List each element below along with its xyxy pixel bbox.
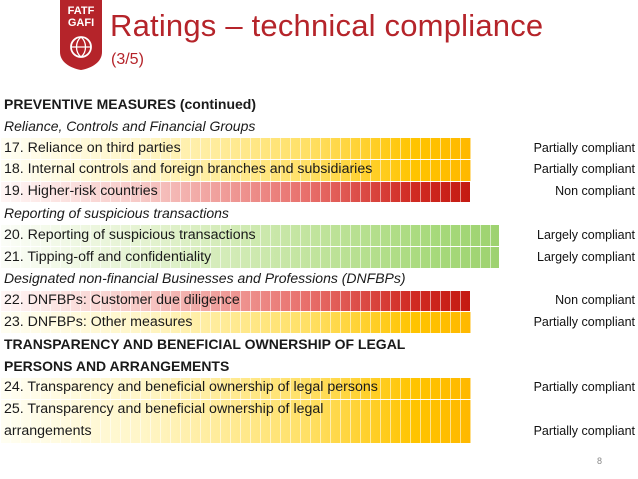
- rating-value: Largely compliant: [537, 227, 635, 242]
- rating-bar-non: [1, 290, 470, 312]
- recommendation-label: 24. Transparency and beneficial ownershi…: [4, 379, 378, 396]
- rating-row-18: 18. Internal controls and foreign branch…: [0, 159, 638, 181]
- rating-bar-largely: [1, 247, 499, 268]
- recommendation-label: 19. Higher-risk countries: [4, 183, 158, 200]
- rating-value: Non compliant: [555, 293, 635, 308]
- section-heading-transparency-1: TRANSPARENCY AND BENEFICIAL OWNERSHIP OF…: [4, 335, 406, 352]
- recommendation-label-line2: arrangements: [4, 422, 92, 439]
- recommendation-label: 17. Reliance on third parties: [4, 139, 181, 156]
- logo-text-gafi: GAFI: [68, 17, 94, 29]
- rating-row-21: 21. Tipping-off and confidentiality Larg…: [0, 247, 638, 269]
- rating-value: Partially compliant: [533, 424, 635, 439]
- rating-value: Partially compliant: [533, 162, 635, 177]
- logo-shield-icon: [60, 0, 102, 70]
- rating-row-19: 19. Higher-risk countries Non compliant: [0, 181, 638, 203]
- rating-value: Partially compliant: [533, 380, 635, 395]
- section-heading-transparency-2: PERSONS AND ARRANGEMENTS: [4, 357, 230, 374]
- rating-bar-partially: [1, 399, 471, 443]
- rating-bar-partially: [1, 159, 471, 181]
- rating-row-25: 25. Transparency and beneficial ownershi…: [0, 399, 638, 443]
- rating-row-20: 20. Reporting of suspicious transactions…: [0, 225, 638, 247]
- recommendation-label: 20. Reporting of suspicious transactions: [4, 226, 256, 243]
- recommendation-label: 22. DNFBPs: Customer due diligence: [4, 292, 240, 309]
- slide-subtitle: (3/5): [111, 51, 144, 68]
- rating-row-17: 17. Reliance on third parties Partially …: [0, 138, 638, 160]
- recommendation-label: 18. Internal controls and foreign branch…: [4, 161, 373, 178]
- rating-bar-non: [1, 181, 470, 203]
- rating-row-24: 24. Transparency and beneficial ownershi…: [0, 377, 638, 399]
- section-heading-preventive: PREVENTIVE MEASURES (continued): [4, 96, 257, 112]
- logo-text-fatf: FATF: [68, 5, 95, 17]
- subheading-reliance: Reliance, Controls and Financial Groups: [4, 117, 256, 134]
- page-number: 8: [596, 456, 602, 466]
- subheading-reporting: Reporting of suspicious transactions: [4, 204, 229, 221]
- slide-title: Ratings – technical compliance: [110, 8, 544, 43]
- rating-value: Non compliant: [555, 184, 635, 199]
- recommendation-label-line1: 25. Transparency and beneficial ownershi…: [4, 401, 324, 418]
- rating-row-22: 22. DNFBPs: Customer due diligence Non c…: [0, 290, 638, 312]
- rating-bar-partially: [1, 138, 471, 159]
- rating-value: Largely compliant: [537, 249, 635, 264]
- fatf-gafi-logo: FATF GAFI: [60, 0, 102, 70]
- rating-bar-partially: [1, 312, 471, 334]
- recommendation-label: 23. DNFBPs: Other measures: [4, 313, 193, 330]
- subheading-dnfbps: Designated non-financial Businesses and …: [4, 270, 406, 287]
- rating-bar-largely: [1, 225, 499, 247]
- rating-row-23: 23. DNFBPs: Other measures Partially com…: [0, 312, 638, 334]
- rating-bar-partially: [1, 377, 471, 399]
- rating-value: Partially compliant: [533, 140, 635, 155]
- ratings-list: PREVENTIVE MEASURES (continued) Reliance…: [0, 94, 638, 443]
- rating-value: Partially compliant: [533, 314, 635, 329]
- recommendation-label: 21. Tipping-off and confidentiality: [4, 248, 212, 265]
